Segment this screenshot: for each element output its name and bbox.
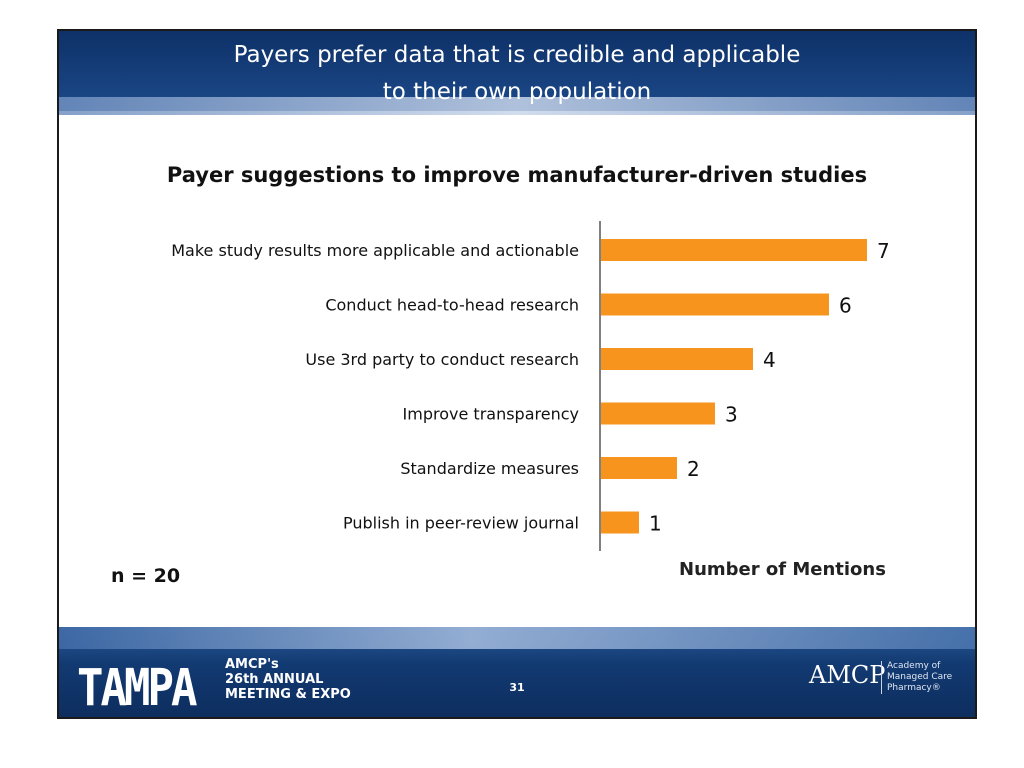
- data-label: 7: [877, 239, 890, 263]
- slide-title-line-1: Payers prefer data that is credible and …: [233, 42, 801, 68]
- category-label: Improve transparency: [403, 405, 579, 424]
- bar: [601, 348, 753, 370]
- data-label: 6: [839, 294, 852, 318]
- footer-band: [59, 627, 975, 649]
- data-label: 3: [725, 403, 738, 427]
- org-line-3: Pharmacy®: [887, 683, 941, 693]
- event-line-1: AMCP's: [225, 657, 279, 672]
- bar: [601, 457, 677, 479]
- category-label: Standardize measures: [400, 459, 579, 478]
- bar: [601, 293, 829, 316]
- category-label: Use 3rd party to conduct research: [305, 350, 579, 369]
- event-name: AMCP's 26th ANNUAL MEETING & EXPO: [225, 657, 351, 702]
- slide-footer: TAMPA AMCP's 26th ANNUAL MEETING & EXPO …: [59, 627, 975, 718]
- slide-title-line-2: to their own population: [382, 79, 652, 105]
- slide: Payers prefer data that is credible and …: [57, 29, 977, 719]
- bar-chart: Make study results more applicable and a…: [171, 221, 890, 551]
- data-label: 2: [687, 457, 700, 481]
- org-line-1: Academy of: [887, 661, 941, 671]
- slide-header: Payers prefer data that is credible and …: [59, 31, 975, 115]
- category-label: Publish in peer-review journal: [343, 514, 579, 533]
- chart-title: Payer suggestions to improve manufacture…: [166, 163, 868, 187]
- bar: [601, 239, 867, 261]
- sample-size-note: n = 20: [111, 565, 181, 587]
- amcp-org-name: Academy of Managed Care Pharmacy®: [881, 661, 952, 694]
- amcp-logo: AMCP: [809, 661, 886, 689]
- bar: [601, 511, 639, 534]
- slide-title: Payers prefer data that is credible and …: [59, 37, 975, 111]
- page-number: 31: [509, 681, 525, 694]
- category-label: Conduct head-to-head research: [325, 296, 579, 315]
- category-label: Make study results more applicable and a…: [171, 241, 579, 260]
- data-label: 1: [649, 512, 662, 536]
- event-line-2: 26th ANNUAL: [225, 672, 324, 687]
- data-label: 4: [763, 348, 776, 372]
- x-axis-label: Number of Mentions: [679, 559, 886, 580]
- tampa-logo: TAMPA: [77, 659, 197, 718]
- org-line-2: Managed Care: [887, 672, 953, 682]
- event-line-3: MEETING & EXPO: [225, 687, 351, 702]
- header-band: [59, 97, 975, 115]
- bar: [601, 402, 715, 425]
